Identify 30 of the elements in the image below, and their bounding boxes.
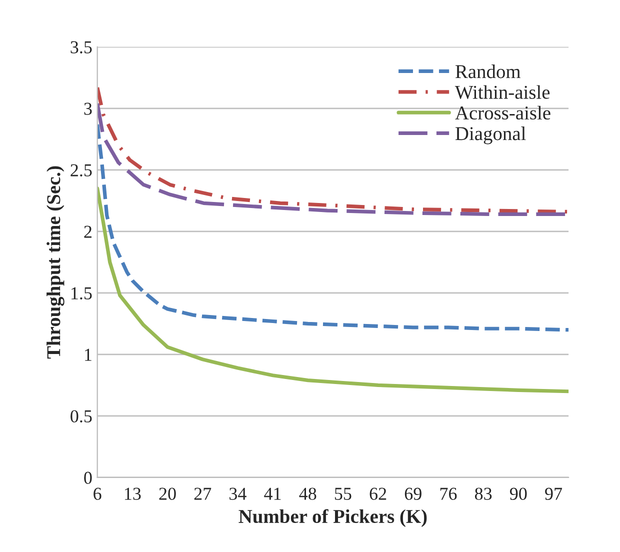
- x-tick-label: 97: [545, 488, 562, 500]
- y-tick-label: 3: [84, 102, 92, 115]
- x-tick-label: 41: [264, 488, 281, 500]
- x-tick-label: 69: [404, 488, 422, 500]
- y-tick-label: 3.5: [70, 41, 92, 54]
- y-tick-label: 0.5: [70, 410, 92, 422]
- y-tick-label: 1: [85, 348, 92, 361]
- y-tick-label: 2: [84, 226, 92, 238]
- line-series: [97, 122, 569, 332]
- legend-label: Across-aisle: [455, 106, 550, 120]
- x-tick-label: 48: [299, 488, 316, 500]
- x-tick-label: 83: [474, 488, 492, 500]
- x-tick-label: 27: [194, 488, 212, 500]
- x-axis-title: Number of Pickers (K): [238, 509, 427, 527]
- x-tick-label: 90: [510, 488, 527, 500]
- x-tick-label: 6: [94, 488, 102, 500]
- legend-label: Random: [455, 64, 521, 78]
- x-tick-label: 76: [440, 488, 457, 500]
- legend-label: Within-aisle: [454, 85, 550, 99]
- line-series: [97, 186, 569, 394]
- legend-label: Diagonal: [455, 126, 526, 144]
- x-tick-label: 55: [334, 488, 352, 500]
- y-tick-label: 1.5: [72, 287, 92, 300]
- y-tick-label: 2.5: [70, 164, 92, 176]
- x-tick-label: 13: [124, 488, 141, 500]
- y-tick-label: 0: [84, 472, 92, 484]
- y-axis-title: Throughput time (Sec.): [46, 166, 64, 359]
- x-tick-label: 34: [230, 488, 246, 500]
- x-tick-label: 62: [370, 488, 386, 500]
- x-tick-label: 20: [159, 488, 176, 500]
